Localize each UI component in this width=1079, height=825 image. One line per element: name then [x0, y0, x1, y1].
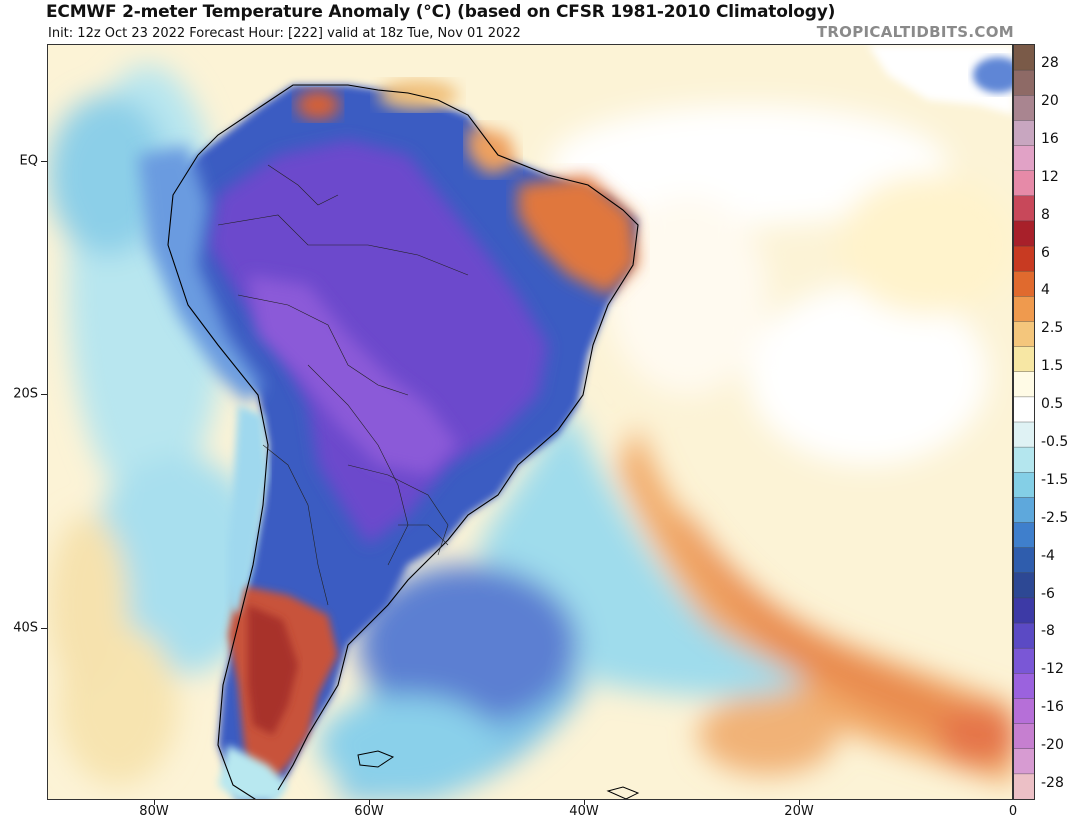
colorbar-swatch [1014, 723, 1034, 750]
south-america-anomaly [138, 80, 638, 799]
colorbar-swatch [1014, 346, 1034, 373]
colorbar-swatch [1014, 95, 1034, 121]
colorbar-swatch [1014, 195, 1034, 222]
colorbar-swatch [1014, 572, 1034, 599]
colorbar-swatch [1014, 70, 1034, 96]
colorbar-swatches [1014, 45, 1034, 799]
africa-corner [868, 45, 1012, 115]
colorbar-label: 12 [1041, 168, 1059, 185]
colorbar-label: 4 [1041, 282, 1050, 299]
colorbar-swatch [1014, 522, 1034, 549]
lat-tick [41, 394, 47, 395]
lon-tick [369, 800, 370, 805]
colorbar-label: 2.5 [1041, 320, 1064, 337]
chart-subtitle: Init: 12z Oct 23 2022 Forecast Hour: [22… [48, 26, 521, 41]
colorbar-swatch [1014, 447, 1034, 473]
colorbar-label: 20 [1041, 92, 1059, 109]
colorbar-swatch [1014, 145, 1034, 172]
colorbar-label: -2.5 [1041, 509, 1069, 526]
colorbar-swatch [1014, 246, 1034, 272]
colorbar-swatch [1014, 648, 1034, 674]
colorbar-swatch [1014, 472, 1034, 498]
colorbar-label: 6 [1041, 244, 1050, 261]
lon-label-80w: 80W [139, 804, 169, 819]
colorbar-swatch [1014, 773, 1034, 799]
colorbar-swatch [1014, 597, 1034, 624]
colorbar-swatch [1014, 396, 1034, 423]
colorbar-label: 16 [1041, 130, 1059, 147]
lon-label-40w: 40W [569, 804, 599, 819]
colorbar-label: -6 [1041, 585, 1055, 602]
lat-label-20s: 20S [13, 386, 38, 402]
colorbar-label: 28 [1041, 55, 1059, 71]
colorbar-swatch [1014, 170, 1034, 197]
coastline [167, 84, 639, 799]
falklands-outline [357, 750, 395, 768]
colorbar-label: 0.5 [1041, 396, 1064, 413]
colorbar-swatch [1014, 371, 1034, 398]
colorbar-label: -4 [1041, 547, 1055, 564]
colorbar-swatch [1014, 547, 1034, 574]
lat-tick [41, 161, 47, 162]
colorbar-swatch [1014, 422, 1034, 448]
anomaly-map [47, 44, 1013, 800]
colorbar-label: -12 [1041, 661, 1064, 678]
south-georgia-outline [606, 786, 640, 799]
lon-label-60w: 60W [354, 804, 384, 819]
colorbar-swatch [1014, 623, 1034, 649]
lat-label-eq: EQ [19, 153, 38, 169]
colorbar-label: -1.5 [1041, 471, 1069, 488]
lon-tick [584, 800, 585, 805]
colorbar-label: -0.5 [1041, 433, 1069, 450]
colorbar-label: -16 [1041, 699, 1064, 716]
map-canvas [48, 45, 1012, 799]
lon-label-0: 0 [1008, 804, 1018, 819]
colorbar-swatch [1014, 220, 1034, 247]
colorbar-swatch [1014, 673, 1034, 699]
colorbar-label: 8 [1041, 206, 1050, 223]
chart-title: ECMWF 2-meter Temperature Anomaly (°C) (… [46, 2, 836, 22]
lon-label-20w: 20W [784, 804, 814, 819]
colorbar-swatch [1014, 120, 1034, 147]
colorbar [1013, 44, 1035, 800]
colorbar-swatch [1014, 497, 1034, 524]
lat-tick [41, 628, 47, 629]
colorbar-swatch [1014, 45, 1034, 71]
country-borders [217, 164, 469, 606]
colorbar-swatch [1014, 321, 1034, 348]
colorbar-label: -8 [1041, 623, 1055, 640]
colorbar-swatch [1014, 698, 1034, 725]
colorbar-swatch [1014, 296, 1034, 322]
colorbar-swatch [1014, 748, 1034, 775]
lon-tick [154, 800, 155, 805]
lat-label-40s: 40S [13, 620, 38, 636]
colorbar-swatch [1014, 271, 1034, 297]
lon-tick [799, 800, 800, 805]
colorbar-label: -28 [1041, 775, 1064, 791]
brand-watermark[interactable]: TROPICALTIDBITS.COM [816, 23, 1014, 41]
colorbar-label: 1.5 [1041, 358, 1064, 375]
ocean-anomaly-shading [48, 65, 1012, 799]
colorbar-label: -20 [1041, 737, 1064, 754]
